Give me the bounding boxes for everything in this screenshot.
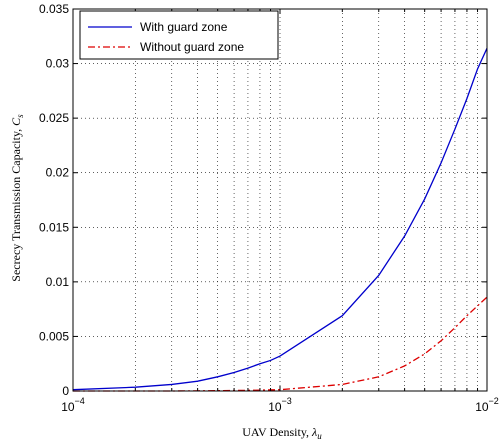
legend: With guard zone Without guard zone [79, 10, 279, 60]
y-tick-label: 0.03 [46, 57, 70, 71]
y-tick-label: 0.02 [46, 166, 70, 180]
grid [73, 9, 487, 391]
y-axis-title-symbol: C [9, 117, 23, 126]
ticks: 0 0.005 0.01 0.015 0.02 0.025 0.03 0.035 10−4 10−… [39, 2, 499, 414]
x-axis-title-text: UAV Density, [242, 425, 312, 439]
x-tick-label: 10−4 [61, 396, 85, 414]
x-axis-title-symbol: λ [311, 425, 317, 439]
x-tick-label: 10−2 [475, 396, 499, 414]
y-tick-label: 0.015 [39, 220, 69, 234]
y-axis-title-text: Secrecy Transmission Capacity, [9, 126, 23, 282]
y-tick-label: 0.025 [39, 111, 69, 125]
legend-box [79, 10, 279, 60]
legend-label-with-guard-zone: With guard zone [140, 20, 228, 34]
y-tick-label: 0.035 [39, 2, 69, 16]
series-layer [72, 48, 488, 392]
x-axis-title: UAV Density, λu [242, 425, 322, 441]
y-tick-label: 0 [62, 384, 69, 398]
x-axis-title-subscript: u [317, 431, 322, 441]
y-tick-label: 0.005 [39, 329, 69, 343]
series-line-1 [73, 296, 488, 392]
legend-label-without-guard-zone: Without guard zone [140, 40, 244, 54]
y-axis-title: Secrecy Transmission Capacity, Cs [9, 114, 25, 282]
y-tick-label: 0.01 [46, 275, 70, 289]
series-line-0 [72, 48, 488, 391]
x-tick-label: 10−3 [268, 396, 292, 414]
y-axis-title-subscript: s [15, 114, 25, 118]
